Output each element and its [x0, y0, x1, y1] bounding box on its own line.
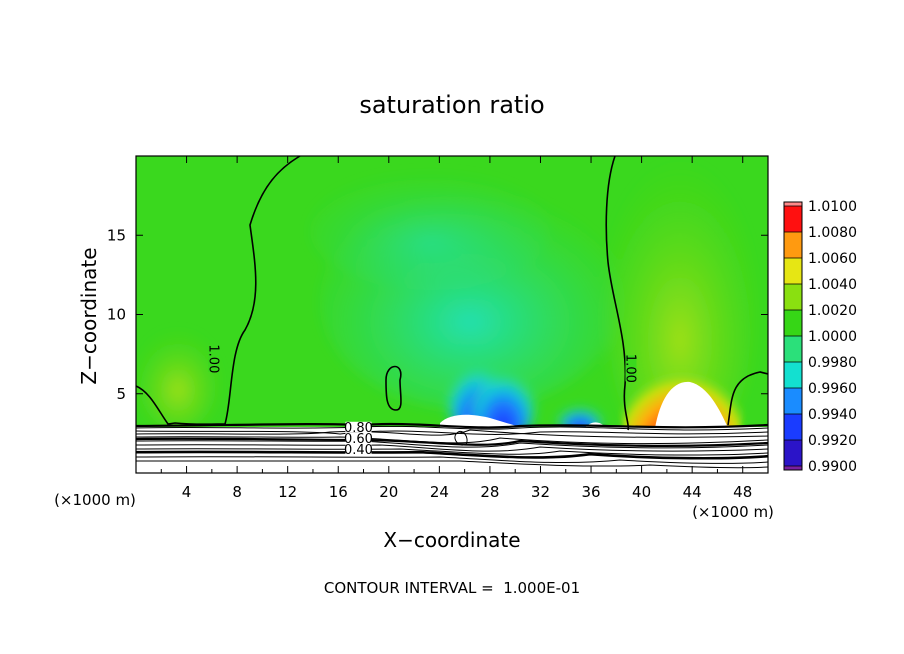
x-tick-label: 24 — [430, 483, 449, 501]
contour-right — [605, 156, 630, 431]
contour-label-bg — [208, 345, 220, 372]
colorbar-swatch — [784, 388, 802, 414]
x-axis-label: X−coordinate — [383, 528, 520, 552]
unity-contours — [136, 156, 768, 431]
saturated-core — [655, 381, 728, 428]
colorbar-swatch — [784, 414, 802, 440]
colorbar-label: 0.9960 — [808, 381, 857, 397]
x-tick-label: 20 — [379, 483, 398, 501]
contour-interval-note: CONTOUR INTERVAL = 1.000E-01 — [324, 579, 580, 597]
colorbar-swatch — [784, 258, 802, 284]
x-tick-label: 16 — [329, 483, 348, 501]
contour-far-right — [727, 371, 768, 426]
colorbar-label: 1.0000 — [808, 329, 857, 345]
x-tick-label: 28 — [480, 483, 499, 501]
plot-area — [136, 156, 768, 473]
colorbar-label: 1.0100 — [808, 199, 857, 215]
x-tick-label: 4 — [182, 483, 192, 501]
contour-label-bg — [345, 443, 372, 455]
yellow-haze-left — [138, 330, 218, 430]
contour-label: 0.80 — [344, 421, 373, 436]
x-tick-label: 12 — [278, 483, 297, 501]
colorbar-swatch — [784, 310, 802, 336]
chart-title: saturation ratio — [359, 91, 544, 119]
colorbar-swatch — [784, 466, 802, 470]
contour-label: 1.00 — [622, 354, 637, 383]
colorbar-swatch — [784, 440, 802, 466]
colorbar-label: 0.9940 — [808, 407, 857, 423]
contour-label-bg — [345, 432, 372, 444]
z-unit-label: (×1000 m) — [692, 503, 774, 521]
colorbar-swatch — [784, 206, 802, 232]
colorbar-swatch — [784, 202, 802, 206]
colorbar-swatch — [784, 284, 802, 310]
contour-label-bg — [625, 355, 637, 382]
colorbar-label: 1.0060 — [808, 251, 857, 267]
colorbar-label: 0.9980 — [808, 355, 857, 371]
y-tick-label: 5 — [116, 385, 126, 403]
contour-label: 0.60 — [344, 432, 373, 447]
x-unit-label: (×1000 m) — [54, 491, 136, 509]
colorbar-swatch — [784, 336, 802, 362]
x-tick-label: 44 — [683, 483, 702, 501]
contour-label: 1.00 — [205, 344, 220, 373]
x-tick-label: 48 — [733, 483, 752, 501]
x-tick-label: 40 — [632, 483, 651, 501]
colorbar-swatch — [784, 362, 802, 388]
colorbar-label: 1.0080 — [808, 225, 857, 241]
saturated-patch — [440, 414, 520, 427]
y-axis-label: Z−coordinate — [77, 247, 101, 384]
y-tick-label: 15 — [107, 226, 126, 244]
colorbar: 0.9900 0.9920 0.9940 0.9960 0.9980 1.0000 1.00… — [783, 199, 857, 475]
x-tick-label: 32 — [531, 483, 550, 501]
y-tick-label: 10 — [107, 306, 126, 324]
colorbar-label: 0.9900 — [808, 459, 857, 475]
cyan-haze-upper — [310, 170, 550, 290]
heavy-contours — [136, 422, 768, 460]
contour-left — [136, 156, 301, 426]
contour-label-bg — [345, 421, 372, 433]
contour-island — [385, 365, 402, 411]
colorbar-label: 0.9920 — [808, 433, 857, 449]
contour-label: 0.40 — [344, 443, 373, 458]
colorbar-label: 1.0020 — [808, 303, 857, 319]
x-tick-label: 8 — [232, 483, 242, 501]
colorbar-label: 1.0040 — [808, 277, 857, 293]
x-tick-label: 36 — [581, 483, 600, 501]
colorbar-swatch — [784, 232, 802, 258]
contour-labels: 1.00 1.00 0.800.600.40 — [205, 344, 637, 458]
